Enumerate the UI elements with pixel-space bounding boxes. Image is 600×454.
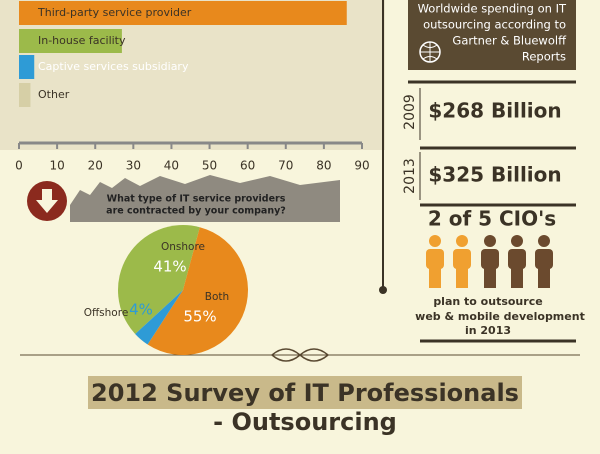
x-tick-label: 10 xyxy=(49,159,64,173)
person-body xyxy=(426,249,444,269)
bar xyxy=(19,83,31,107)
section-title-box xyxy=(88,376,522,409)
x-tick-label: 70 xyxy=(278,159,293,173)
sidebar-header: outsourcing according to xyxy=(423,18,566,32)
section-title: 2012 Survey of IT Professionals xyxy=(91,379,519,407)
x-tick-label: 50 xyxy=(202,159,217,173)
person-body xyxy=(481,249,499,269)
pie-slice xyxy=(118,225,200,334)
bar-label: In-house facility xyxy=(38,34,126,47)
pie-slice xyxy=(147,227,249,356)
pie-value-label: 55% xyxy=(183,308,216,326)
x-tick-label: 40 xyxy=(164,159,179,173)
pie-category: Onshore xyxy=(161,241,205,253)
pie-value-label: 4% xyxy=(129,301,153,319)
cio-note: web & mobile development xyxy=(415,310,585,323)
arrow xyxy=(36,189,58,213)
person-legs xyxy=(538,266,550,288)
person-head xyxy=(456,235,468,247)
people-icons xyxy=(426,235,553,288)
x-tick-label: 90 xyxy=(354,159,369,173)
amount: $268 Billion xyxy=(428,99,561,123)
bar xyxy=(19,1,347,25)
x-tick-label: 30 xyxy=(126,159,141,173)
cio-note: plan to outsource xyxy=(433,295,542,308)
pie-title: are contracted by your company? xyxy=(106,206,286,217)
person-legs xyxy=(511,266,523,288)
cio-note: in 2013 xyxy=(465,324,511,337)
person-body xyxy=(508,249,526,269)
person-legs xyxy=(456,266,468,288)
bar-label: Other xyxy=(38,88,70,101)
person-body xyxy=(535,249,553,269)
year: 2009 xyxy=(402,94,418,130)
timeline-dot xyxy=(379,286,387,294)
sidebar-header: Reports xyxy=(522,50,566,64)
person-legs xyxy=(429,266,441,288)
person-head xyxy=(538,235,550,247)
person-head xyxy=(484,235,496,247)
skyline xyxy=(70,175,340,222)
person-head xyxy=(511,235,523,247)
bar xyxy=(19,55,35,79)
bar xyxy=(19,29,122,53)
section-title: - Outsourcing xyxy=(213,408,397,436)
x-tick-label: 20 xyxy=(88,159,103,173)
person-body xyxy=(453,249,471,269)
cio-stat: 2 of 5 CIO's xyxy=(428,207,556,231)
x-tick-label: 0 xyxy=(15,159,23,173)
person-head xyxy=(429,235,441,247)
x-tick-label: 60 xyxy=(240,159,255,173)
bar-label: Captive services subsidiary xyxy=(38,60,189,73)
pie-title: What type of IT service providers xyxy=(107,194,286,205)
bar-label: Third-party service provider xyxy=(37,6,192,19)
pie-category: Offshore xyxy=(84,307,129,319)
person-legs xyxy=(484,266,496,288)
year: 2013 xyxy=(402,158,418,194)
pie-slice xyxy=(135,290,183,345)
sidebar-header: Worldwide spending on IT xyxy=(418,2,567,16)
globe-lines xyxy=(420,42,440,62)
x-tick-label: 80 xyxy=(316,159,331,173)
pie-value-label: 41% xyxy=(153,258,186,276)
sidebar-header: Gartner & Bluewolff xyxy=(452,34,567,48)
amount: $325 Billion xyxy=(428,163,561,187)
ornament xyxy=(271,348,329,362)
pie-category: Both xyxy=(205,291,229,303)
